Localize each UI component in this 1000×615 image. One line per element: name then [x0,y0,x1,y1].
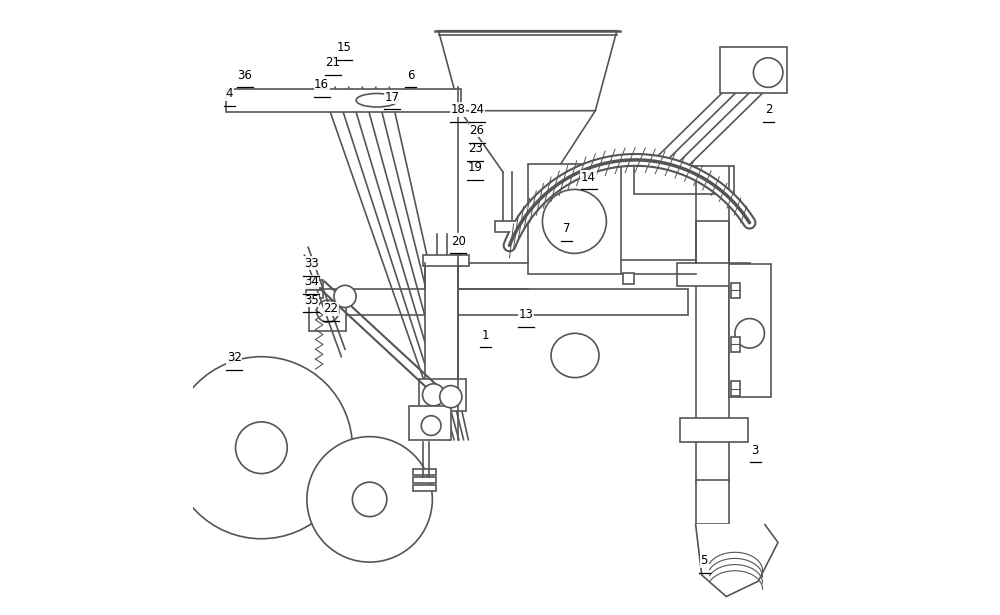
Text: 7: 7 [563,222,570,236]
Circle shape [307,437,432,562]
Bar [731,337,740,352]
Ellipse shape [356,93,398,107]
Text: 26: 26 [469,124,484,137]
Bar [696,480,729,524]
Text: 5: 5 [700,554,708,568]
Polygon shape [696,524,778,597]
Bar [340,289,688,315]
Text: 1: 1 [481,328,489,342]
Bar [528,164,621,274]
Bar [731,381,740,396]
Bar [720,47,787,93]
Ellipse shape [551,333,599,378]
Circle shape [317,300,339,322]
Circle shape [170,357,352,539]
Bar [419,379,466,411]
Bar [677,263,750,286]
Text: 24: 24 [469,103,484,116]
Circle shape [542,189,606,253]
Text: 33: 33 [304,256,319,270]
Text: 4: 4 [226,87,233,100]
Text: 35: 35 [304,293,319,307]
Bar [425,264,458,380]
Bar [413,469,436,475]
Text: 3: 3 [752,443,759,457]
Bar [409,406,451,440]
Bar [423,255,461,266]
Bar [413,477,436,483]
Bar [731,283,740,298]
Text: 22: 22 [323,302,338,315]
Polygon shape [438,31,617,111]
Circle shape [334,285,356,308]
Circle shape [421,416,441,435]
Circle shape [352,482,387,517]
Bar [495,221,521,232]
Bar [306,280,323,288]
Text: 32: 32 [227,351,242,365]
Bar [413,485,436,491]
Bar [306,290,323,298]
Circle shape [440,386,462,408]
Text: 16: 16 [314,78,329,92]
Bar [634,166,734,194]
Bar [696,221,729,481]
Bar [458,255,469,266]
Bar [729,264,771,397]
Circle shape [735,319,764,348]
Circle shape [236,422,287,474]
Text: 18: 18 [451,103,466,116]
Text: 14: 14 [581,170,596,184]
Text: 17: 17 [385,90,400,104]
Text: 23: 23 [468,142,483,156]
Text: 34: 34 [304,275,319,288]
Text: 15: 15 [337,41,352,55]
Text: 6: 6 [407,68,415,82]
Bar [623,273,634,284]
Text: 20: 20 [451,234,466,248]
Circle shape [423,384,445,406]
Text: 36: 36 [237,68,252,82]
Bar [226,89,461,112]
Text: 21: 21 [325,56,340,69]
Circle shape [753,58,783,87]
Text: 13: 13 [519,308,534,322]
Text: 19: 19 [468,161,483,174]
Bar [309,289,346,331]
Text: 2: 2 [765,103,773,116]
Bar [680,418,748,442]
